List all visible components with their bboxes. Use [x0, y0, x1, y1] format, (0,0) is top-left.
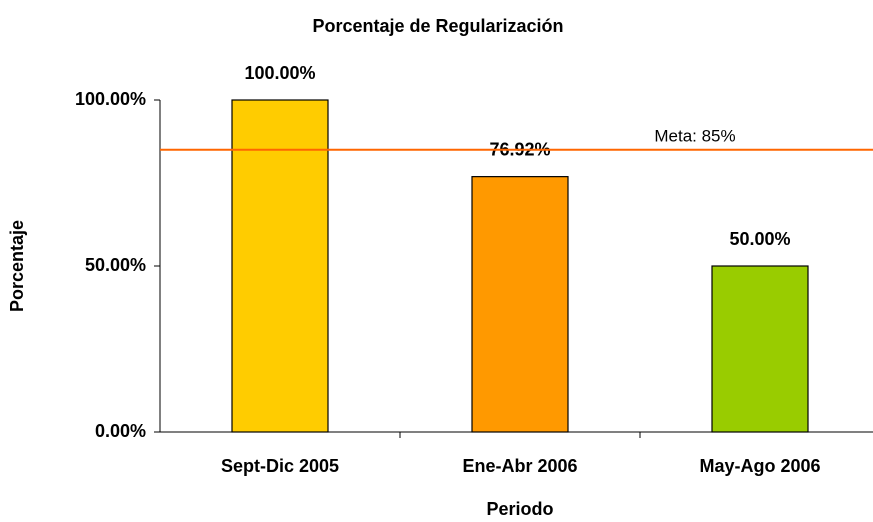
bar [231, 99, 329, 433]
chart-title: Porcentaje de Regularización [312, 16, 563, 36]
value-label: 50.00% [729, 229, 790, 249]
y-axis-label: Porcentaje [7, 220, 27, 312]
x-tick-label: Ene-Abr 2006 [462, 456, 577, 476]
y-tick-label: 50.00% [85, 255, 146, 275]
bar [471, 176, 569, 433]
x-axis-label: Periodo [486, 499, 553, 519]
bar [711, 265, 809, 433]
reference-label: Meta: 85% [654, 126, 735, 145]
y-tick-label: 0.00% [95, 421, 146, 441]
value-label: 100.00% [244, 63, 315, 83]
x-tick-label: May-Ago 2006 [699, 456, 820, 476]
x-tick-label: Sept-Dic 2005 [221, 456, 339, 476]
y-tick-label: 100.00% [75, 89, 146, 109]
